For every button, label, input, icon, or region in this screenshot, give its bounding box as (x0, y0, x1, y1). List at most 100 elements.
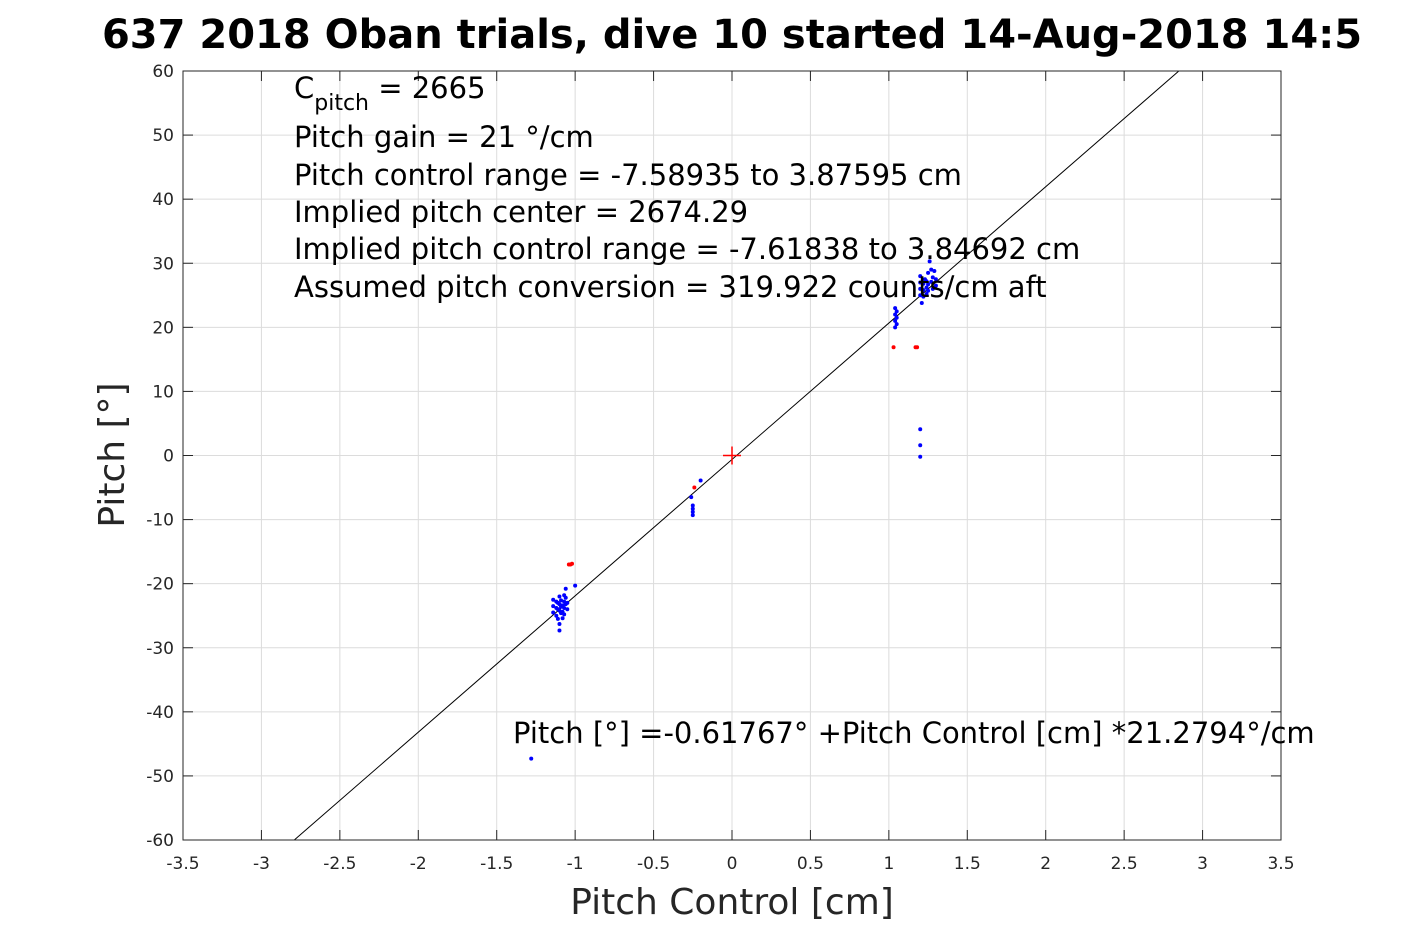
x-tick-label: 2.5 (1111, 854, 1138, 874)
data-point-blue (555, 616, 560, 621)
x-tick-label: 3 (1197, 854, 1208, 874)
x-tick-label: -0.5 (637, 854, 670, 874)
data-point-blue (690, 503, 695, 508)
data-point-blue (894, 309, 899, 314)
annotation-cpitch-main: C (294, 71, 314, 105)
data-point-blue (929, 267, 934, 272)
x-tick-labels: -3.5 -3 -2.5 -2 -1.5 -1 -0.5 0 0.5 1 1.5 2 2.5 3 3.5 (166, 854, 1294, 874)
data-point-blue (554, 613, 559, 618)
data-point-blue (698, 478, 703, 483)
x-tick-label: -3 (253, 854, 270, 874)
annotation-pitch-conversion: Assumed pitch conversion = 319.922 count… (294, 270, 1047, 304)
x-tick-label: 0.5 (797, 854, 824, 874)
data-point-blue (551, 604, 556, 609)
data-point-red (915, 345, 920, 350)
chart-title: 637 2018 Oban trials, dive 10 started 14… (102, 12, 1362, 58)
x-tick-label: 0 (727, 854, 738, 874)
data-point-blue (690, 506, 695, 511)
data-point-blue (918, 286, 923, 291)
data-point-blue (918, 427, 923, 432)
data-point-blue (927, 259, 932, 264)
data-point-blue (560, 616, 565, 621)
data-point-blue (893, 306, 898, 311)
data-point-blue (689, 495, 694, 500)
data-point-blue (893, 325, 898, 330)
data-point-blue (918, 274, 923, 279)
data-point-blue (926, 282, 931, 287)
x-tick-label: 2 (1040, 854, 1051, 874)
y-axis-label: Pitch [°] (92, 382, 133, 527)
data-point-blue (933, 277, 938, 282)
data-point-blue (924, 285, 929, 290)
data-point-blue (919, 300, 924, 305)
data-point-blue (932, 268, 937, 273)
data-point-blue (690, 513, 695, 518)
data-point-red (570, 561, 575, 566)
data-point-blue (563, 586, 568, 591)
data-point-blue (557, 594, 562, 599)
data-point-blue (557, 628, 562, 633)
data-point-blue (918, 280, 923, 285)
y-tick-label: -60 (146, 831, 174, 851)
y-tick-label: -30 (146, 639, 174, 659)
y-tick-label: -50 (146, 767, 174, 787)
data-point-blue (924, 279, 929, 284)
x-tick-label: 1 (883, 854, 894, 874)
x-tick-label: -2.5 (323, 854, 356, 874)
x-tick-label: 1.5 (954, 854, 981, 874)
center-marker-group (723, 446, 741, 465)
data-point-red (692, 485, 697, 490)
data-point-blue (529, 756, 534, 761)
data-point-blue (557, 622, 562, 627)
data-point-blue (565, 600, 570, 605)
data-point-blue (924, 292, 929, 297)
data-point-blue (562, 612, 567, 617)
annotation-pitch-gain: Pitch gain = 21 °/cm (294, 120, 594, 154)
data-point-blue (918, 454, 923, 459)
data-point-blue (921, 281, 926, 286)
data-point-blue (926, 288, 931, 293)
data-point-blue (551, 597, 556, 602)
data-point-blue (559, 598, 564, 603)
data-point-blue (918, 293, 923, 298)
axis-ticks (182, 70, 1282, 841)
fit-equation-label: Pitch [°] =-0.61767° +Pitch Control [cm]… (513, 716, 1315, 750)
annotation-block: Cpitch = 2665 Pitch gain = 21 °/cm Pitch… (294, 71, 1080, 304)
y-tick-label: 10 (152, 382, 174, 402)
data-point-blue (929, 279, 934, 284)
data-point-blue (921, 288, 926, 293)
data-point-blue (551, 610, 556, 615)
data-point-blue (893, 318, 898, 323)
y-tick-label: 50 (152, 126, 174, 146)
data-point-blue (894, 315, 899, 320)
data-points (529, 259, 938, 761)
data-point-blue (893, 312, 898, 317)
x-tick-label: -2 (410, 854, 427, 874)
data-point-blue (573, 583, 578, 588)
data-point-blue (926, 270, 931, 275)
y-tick-label: 20 (152, 318, 174, 338)
x-tick-label: -3.5 (166, 854, 199, 874)
annotation-cpitch-sub: pitch (314, 91, 369, 116)
y-tick-label: -20 (146, 575, 174, 595)
data-point-red (891, 345, 896, 350)
y-tick-label: 0 (163, 447, 174, 467)
data-point-blue (563, 595, 568, 600)
data-point-blue (933, 283, 938, 288)
data-point-blue (565, 607, 570, 612)
data-point-blue (921, 294, 926, 299)
annotation-cpitch: Cpitch = 2665 (294, 71, 486, 116)
y-tick-label: -10 (146, 511, 174, 531)
x-tick-label: 3.5 (1267, 854, 1294, 874)
data-point-blue (918, 443, 923, 448)
data-point-blue (562, 606, 567, 611)
y-tick-label: 60 (152, 62, 174, 82)
y-tick-label: -40 (146, 703, 174, 723)
annotation-cpitch-value: = 2665 (369, 71, 486, 105)
x-tick-label: -1.5 (480, 854, 513, 874)
data-point-blue (930, 275, 935, 280)
annotation-implied-control-range: Implied pitch control range = -7.61838 t… (294, 232, 1080, 266)
annotation-pitch-control-range: Pitch control range = -7.58935 to 3.8759… (294, 158, 962, 192)
data-point-blue (930, 286, 935, 291)
